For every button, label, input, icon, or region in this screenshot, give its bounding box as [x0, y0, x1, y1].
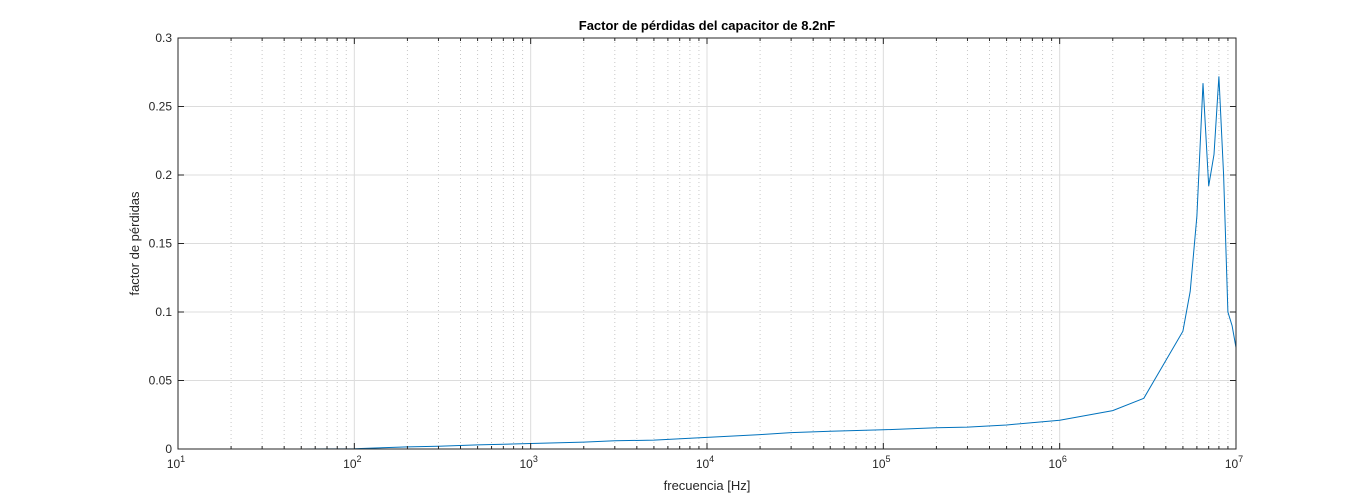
y-tick-label: 0.25 — [149, 100, 173, 114]
x-tick-label: 101 — [167, 454, 185, 471]
y-tick-label: 0.15 — [149, 237, 173, 251]
label-layer: Factor de pérdidas del capacitor de 8.2n… — [127, 18, 835, 493]
y-tick-label: 0.1 — [155, 305, 172, 319]
x-tick-label: 102 — [343, 454, 361, 471]
x-tick-label: 104 — [696, 454, 714, 471]
x-tick-label: 107 — [1225, 454, 1243, 471]
series-layer — [301, 76, 1237, 450]
grid-layer — [177, 37, 1237, 450]
x-tick-label: 106 — [1048, 454, 1066, 471]
x-tick-label: 103 — [519, 454, 537, 471]
y-tick-label: 0 — [165, 442, 172, 456]
x-tick-label: 105 — [872, 454, 890, 471]
x-axis-label: frecuencia [Hz] — [664, 478, 751, 493]
tick-layer: 101 102 103 104 105 106 107 0 0.05 0.1 0.15 0.2 0.25… — [149, 31, 1244, 471]
chart-title: Factor de pérdidas del capacitor de 8.2n… — [579, 18, 836, 33]
series-line — [301, 76, 1237, 450]
y-tick-label: 0.2 — [155, 168, 172, 182]
y-tick-label: 0.3 — [155, 31, 172, 45]
y-tick-label: 0.05 — [149, 374, 173, 388]
y-axis-label: factor de pérdidas — [127, 191, 142, 296]
